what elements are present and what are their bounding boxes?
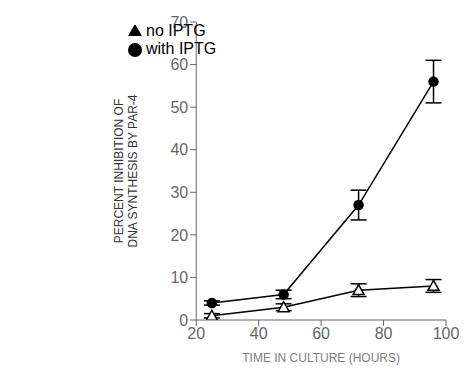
svg-text:10: 10 xyxy=(170,269,188,286)
svg-text:30: 30 xyxy=(170,184,188,201)
svg-text:60: 60 xyxy=(312,325,330,342)
svg-text:PERCENT INHIBITION OFDNA SYNTH: PERCENT INHIBITION OFDNA SYNTHESIS BY PA… xyxy=(112,94,140,247)
svg-text:60: 60 xyxy=(170,56,188,73)
svg-text:80: 80 xyxy=(375,325,393,342)
svg-text:100: 100 xyxy=(433,325,460,342)
svg-text:50: 50 xyxy=(170,99,188,116)
svg-text:40: 40 xyxy=(250,325,268,342)
svg-text:0: 0 xyxy=(179,312,188,329)
svg-text:70: 70 xyxy=(170,14,188,31)
svg-text:TIME IN CULTURE (HOURS): TIME IN CULTURE (HOURS) xyxy=(242,351,400,365)
svg-text:20: 20 xyxy=(170,227,188,244)
svg-text:20: 20 xyxy=(187,325,205,342)
svg-text:40: 40 xyxy=(170,141,188,158)
